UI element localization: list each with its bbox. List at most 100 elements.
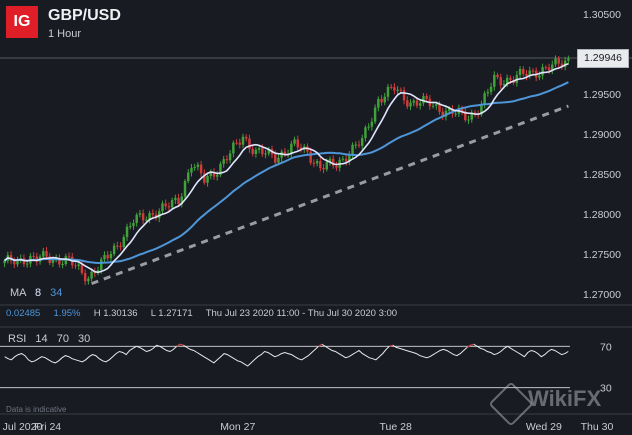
candle-body [212, 172, 216, 177]
candle-body [141, 213, 145, 221]
candle-body [228, 153, 232, 161]
candle-body [100, 259, 103, 271]
rsi-overbought-segment [466, 344, 471, 348]
candle-body [557, 58, 560, 64]
candle-body [116, 245, 119, 247]
candle-body [344, 158, 348, 162]
candle-body [245, 136, 248, 139]
time-tick-label: Thu 30 [581, 421, 614, 433]
candle-body [167, 206, 171, 208]
rsi-overbought-segment [176, 343, 181, 347]
candle-body [25, 263, 29, 265]
candle-body [502, 84, 506, 86]
candle-body [87, 278, 90, 282]
candle-body [464, 111, 467, 121]
candle-body [547, 67, 551, 71]
candle-body [486, 91, 490, 94]
candle-body [528, 70, 531, 77]
candle-body [373, 107, 377, 122]
candle-body [42, 251, 45, 257]
price-tick-label: 1.29000 [583, 129, 621, 141]
candle-body [319, 161, 322, 168]
candle-body [90, 271, 93, 279]
candle-body [83, 272, 87, 282]
candle-body [402, 90, 406, 101]
candle-body [45, 251, 48, 257]
candle-body [222, 159, 225, 164]
candle-body [261, 148, 264, 155]
candlestick-series [3, 55, 570, 286]
candle-body [138, 213, 142, 215]
candle-body [74, 265, 77, 267]
candle-body [312, 162, 316, 164]
candle-body [112, 245, 116, 254]
candle-body [447, 108, 451, 111]
candle-body [406, 100, 409, 107]
timeframe-label: 1 Hour [48, 28, 82, 40]
candle-body [190, 167, 193, 173]
candle-body [399, 89, 403, 91]
candle-body [460, 107, 464, 112]
candle-body [299, 147, 303, 150]
candle-body [125, 226, 129, 238]
support-trendline [91, 104, 569, 286]
candle-body [187, 172, 190, 182]
candle-body [380, 98, 383, 103]
ma-legend: MA 8 34 [10, 287, 62, 299]
current-price-tag: 1.29946 [577, 49, 629, 68]
candle-body [67, 256, 71, 258]
candle-body [283, 151, 287, 155]
candle-body [483, 93, 486, 105]
candle-body [541, 67, 544, 76]
candle-body [357, 144, 361, 146]
candle-body [441, 111, 444, 117]
candle-body [480, 104, 483, 115]
candle-body [257, 148, 261, 150]
ma-fast-period: 8 [34, 287, 42, 299]
candle-body [296, 139, 299, 148]
candle-body [277, 157, 280, 163]
candle-body [248, 138, 251, 149]
candle-body [360, 138, 364, 146]
moving-average-layer [3, 63, 569, 274]
candle-body [505, 77, 509, 85]
rsi-upper: 70 [56, 333, 69, 345]
price-tick-label: 1.28000 [583, 209, 621, 221]
ma-8-line [4, 63, 569, 274]
candle-body [61, 264, 64, 266]
candle-body [386, 86, 390, 97]
candle-body [235, 142, 238, 144]
time-tick-label: Mon 27 [220, 421, 255, 433]
price-tick-label: 1.27000 [583, 289, 621, 301]
candle-body [161, 203, 164, 212]
rsi-legend: RSI 14 70 30 [8, 333, 96, 345]
candle-body [551, 64, 554, 71]
candle-body [209, 172, 213, 176]
candle-body [370, 121, 374, 127]
candle-body [367, 126, 370, 128]
symbol-title: GBP/USD [48, 7, 121, 24]
candle-body [499, 77, 502, 86]
range-dates: Thu Jul 23 2020 11:00 - Thu Jul 30 2020 … [205, 308, 398, 319]
rsi-overbought-segment [180, 343, 184, 346]
change-percent: 1.95% [53, 308, 81, 319]
candle-body [335, 165, 338, 168]
candle-body [470, 112, 473, 120]
candle-body [80, 264, 84, 273]
rsi-overbought-segment [389, 344, 393, 347]
candle-body [290, 143, 293, 154]
candle-body [396, 89, 399, 91]
rsi-tick-label: 30 [600, 383, 612, 395]
ma-slow-period: 34 [50, 287, 63, 299]
change-absolute: 0.02485 [6, 308, 41, 319]
candle-body [409, 102, 412, 107]
candle-body [377, 98, 380, 108]
candle-body [418, 103, 422, 106]
rsi-label: RSI [8, 333, 27, 345]
rsi-panel: 70 30 [0, 341, 612, 395]
candle-body [489, 86, 493, 92]
time-tick-label: Fri 24 [34, 421, 61, 433]
candle-body [164, 203, 167, 207]
candle-body [309, 151, 312, 163]
